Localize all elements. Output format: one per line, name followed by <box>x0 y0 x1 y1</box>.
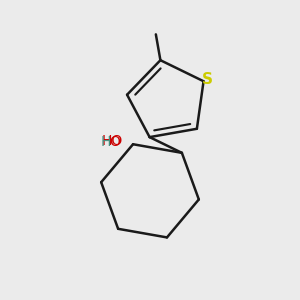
Text: O: O <box>110 135 120 149</box>
Text: H: H <box>100 135 110 149</box>
Text: S: S <box>202 72 213 87</box>
Text: HO: HO <box>102 134 123 148</box>
